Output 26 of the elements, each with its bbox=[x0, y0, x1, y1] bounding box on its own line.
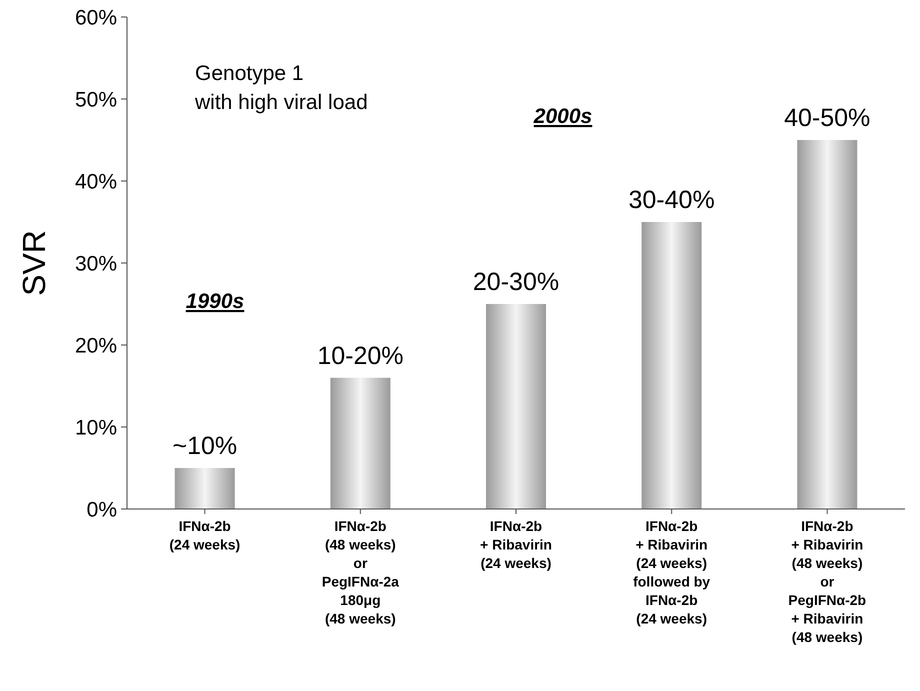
y-tick-label: 20% bbox=[74, 334, 117, 358]
annotation: 20-30% bbox=[472, 268, 560, 296]
bar bbox=[330, 378, 390, 509]
annotation: Genotype 1 with high viral load bbox=[194, 62, 368, 114]
y-tick-label: 50% bbox=[74, 88, 117, 112]
x-tick-label: IFNα-2b + Ribavirin (24 weeks) followed by IFNα-2b (24 weeks) bbox=[633, 518, 710, 626]
annotation: 30-40% bbox=[628, 186, 715, 214]
x-tick-label: IFNα-2b (48 weeks) or PegIFNα-2a 180μg (48 weeks) bbox=[322, 518, 400, 626]
annotation: ~10% bbox=[172, 432, 238, 460]
y-tick-label: 10% bbox=[74, 416, 117, 440]
y-tick-label: 40% bbox=[74, 170, 117, 194]
annotation: 40-50% bbox=[784, 104, 870, 132]
bar bbox=[486, 304, 546, 509]
y-tick-label: 60% bbox=[74, 6, 117, 30]
y-tick-label: 30% bbox=[74, 252, 117, 276]
x-tick-label: IFNα-2b + Ribavirin (48 weeks) or PegIFNα-2b + Ribavirin (48 weeks) bbox=[788, 518, 866, 645]
annotation: 2000s bbox=[532, 105, 592, 128]
bar bbox=[174, 468, 235, 509]
bar bbox=[642, 222, 702, 509]
annotation: 1990s bbox=[186, 290, 244, 313]
annotation: 10-20% bbox=[317, 342, 404, 370]
y-axis-title: SVR bbox=[16, 230, 52, 296]
x-tick-label: IFNα-2b + Ribavirin (24 weeks) bbox=[480, 518, 552, 571]
x-tick-label: IFNα-2b (24 weeks) bbox=[169, 518, 240, 552]
y-tick-label: 0% bbox=[86, 498, 117, 522]
bar bbox=[797, 140, 858, 509]
